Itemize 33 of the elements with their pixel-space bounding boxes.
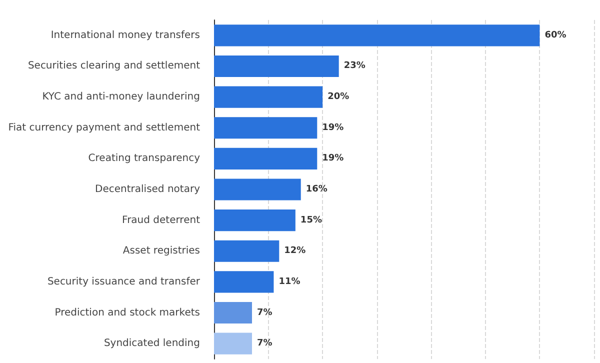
y-tick-label: Asset registries: [122, 246, 200, 257]
bar: [214, 271, 274, 293]
bar: [214, 178, 301, 200]
bar: [214, 24, 540, 46]
data-label: 19%: [322, 154, 344, 164]
bar: [214, 332, 252, 354]
y-tick-label: Creating transparency: [88, 153, 200, 164]
bar: [214, 302, 252, 324]
y-tick-label: International money transfers: [50, 30, 200, 41]
y-tick-label: KYC and anti-money laundering: [42, 92, 200, 103]
data-label: 12%: [284, 246, 306, 256]
y-tick-label: Syndicated lending: [104, 338, 200, 350]
y-tick-label: Security issuance and transfer: [47, 276, 201, 288]
bar: [214, 86, 323, 108]
bar: [214, 117, 318, 139]
bar: [214, 210, 296, 232]
data-label: 23%: [344, 61, 366, 72]
bar: [214, 148, 318, 170]
y-tick-label: Securities clearing and settlement: [28, 60, 200, 72]
data-label: 19%: [322, 122, 344, 133]
data-label: 15%: [300, 215, 322, 226]
y-tick-label: Decentralised notary: [95, 184, 200, 195]
bar: [214, 240, 280, 262]
data-label: 7%: [257, 338, 272, 349]
data-label: 11%: [278, 276, 300, 287]
data-label: 60%: [544, 30, 566, 40]
y-tick-label: Fraud deterrent: [122, 214, 200, 226]
data-label: 7%: [257, 308, 272, 318]
y-tick-label: Fiat currency payment and settlement: [8, 122, 200, 134]
data-label: 16%: [306, 184, 328, 194]
y-tick-label: Prediction and stock markets: [54, 307, 200, 318]
data-label: 20%: [328, 92, 350, 102]
bar: [214, 55, 339, 78]
